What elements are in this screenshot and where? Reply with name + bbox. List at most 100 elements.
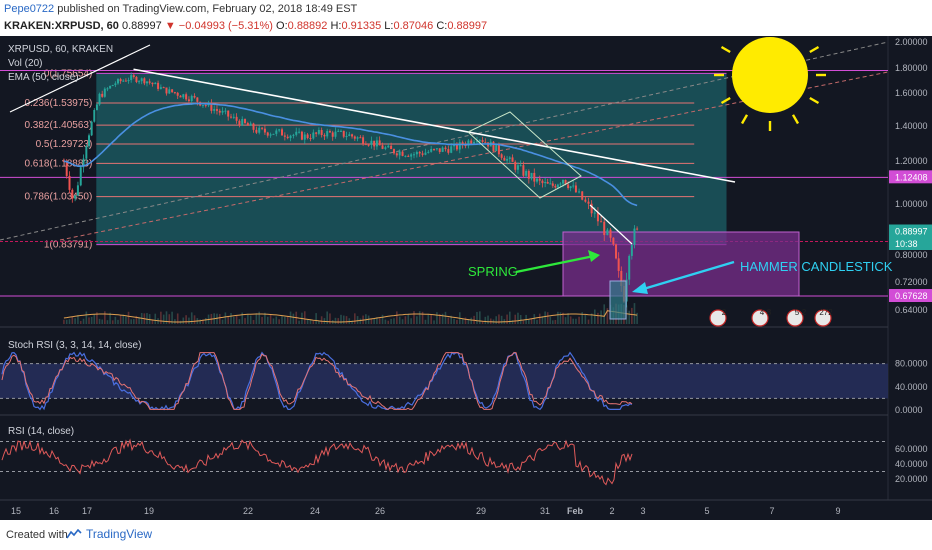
candle-body	[303, 134, 306, 140]
indicator-label-ema: EMA (50, close)	[8, 72, 79, 83]
candle-body	[71, 189, 74, 199]
candle-body	[328, 131, 331, 133]
tradingview-brand[interactable]: TradingView	[66, 527, 152, 541]
volume-bar	[384, 319, 387, 324]
volume-bar	[538, 313, 541, 324]
fib-level-label: 0.236(1.53975)	[24, 98, 92, 109]
volume-bar	[286, 316, 289, 324]
volume-bar	[71, 317, 74, 324]
candle-body	[124, 80, 127, 82]
candle-body	[162, 87, 165, 89]
candle-body	[154, 82, 157, 85]
price-chart[interactable]: 0(1.75654) 0.236(1.53975) 0.382(1.40563) 0.…	[0, 36, 932, 520]
volume-bar	[281, 316, 283, 324]
candle-body	[421, 153, 424, 155]
candle-body	[79, 167, 82, 186]
volume-bar	[90, 316, 93, 324]
candle-body	[157, 82, 160, 89]
candle-body	[356, 137, 359, 139]
price-label-text: 0.88997	[895, 227, 928, 237]
candle-body	[433, 148, 436, 150]
indicator-label-volume: Vol (20)	[8, 58, 42, 69]
candle-body	[620, 270, 623, 287]
candle-body	[633, 228, 636, 245]
candle-body	[390, 145, 393, 150]
sun-ray	[720, 45, 731, 54]
stoch-band	[0, 363, 888, 399]
volume-bar	[114, 316, 117, 324]
candle-body	[306, 134, 309, 138]
candle-body	[464, 145, 467, 147]
symbol-line: KRAKEN:XRPUSD, 60 0.88997 ▼ −0.04993 (−5…	[4, 20, 487, 32]
candle-body	[455, 143, 458, 150]
candle-body	[538, 178, 541, 181]
volume-bar	[127, 311, 130, 324]
event-badge-count: 5	[795, 308, 800, 317]
volume-bar	[418, 311, 421, 324]
candle-body	[353, 136, 356, 139]
volume-bar	[590, 313, 593, 324]
fib-level-label: 1(0.83791)	[44, 240, 92, 251]
candle-body	[500, 154, 503, 158]
volume-bar	[284, 316, 286, 324]
candle-body	[503, 157, 506, 161]
candle-body	[481, 140, 484, 142]
volume-bar	[603, 304, 606, 324]
candle-body	[364, 143, 367, 145]
candle-body	[549, 183, 552, 185]
volume-bar	[453, 318, 455, 324]
candle-body	[109, 85, 112, 89]
author-link[interactable]: Pepe0722	[4, 3, 55, 15]
candle-body	[312, 132, 315, 139]
fib-level-label: 0(1.75654)	[44, 68, 92, 79]
candle-body	[106, 88, 109, 90]
candle-body	[559, 183, 562, 185]
candle-body	[298, 131, 301, 133]
volume-bar	[185, 315, 187, 324]
candle-body	[511, 157, 514, 162]
volume-bar	[498, 314, 500, 324]
hammer-highlight-box	[609, 280, 627, 320]
candle-body	[117, 79, 119, 84]
volume-bar	[303, 311, 306, 324]
volume-bar	[119, 315, 122, 324]
candle-body	[111, 85, 114, 87]
candle-body	[438, 148, 441, 152]
candle-body	[342, 130, 345, 137]
volume-bar	[298, 320, 300, 324]
volume-bar	[148, 314, 151, 324]
candle-body	[484, 141, 487, 143]
volume-bar	[269, 314, 272, 324]
down-triangle-icon: ▼	[164, 20, 176, 32]
candle-body	[173, 92, 176, 94]
candle-body	[283, 135, 286, 137]
volume-bar	[636, 312, 638, 324]
candle-body	[628, 255, 631, 280]
candle-body	[533, 172, 536, 182]
volume-bar	[79, 320, 82, 324]
price-tick-label: 0.64000	[895, 305, 928, 315]
volume-bar	[378, 318, 381, 324]
candle-body	[82, 158, 85, 168]
price-tick-label: 1.80000	[895, 63, 928, 73]
event-badge-icon	[786, 309, 804, 327]
time-tick-label: 17	[82, 506, 92, 516]
candle-body	[326, 131, 329, 137]
volume-bar	[334, 317, 337, 324]
candle-body	[171, 89, 174, 93]
candle-body	[295, 131, 298, 135]
volume-bar	[266, 316, 269, 324]
time-tick-label: 3	[640, 506, 645, 516]
time-tick-label: 26	[375, 506, 385, 516]
volume-bar	[606, 308, 609, 324]
price-change: −0.04993 (−5.31%)	[178, 20, 273, 32]
candle-body	[114, 83, 117, 86]
price-axis[interactable]	[888, 36, 932, 520]
event-badge-count: 2	[802, 308, 807, 317]
volume-bar	[487, 315, 489, 324]
candle-body	[101, 93, 104, 97]
event-badge-count: 8	[767, 308, 772, 317]
rsi-label: RSI (14, close)	[8, 426, 74, 437]
volume-bar	[202, 319, 204, 324]
volume-bar	[625, 305, 628, 324]
